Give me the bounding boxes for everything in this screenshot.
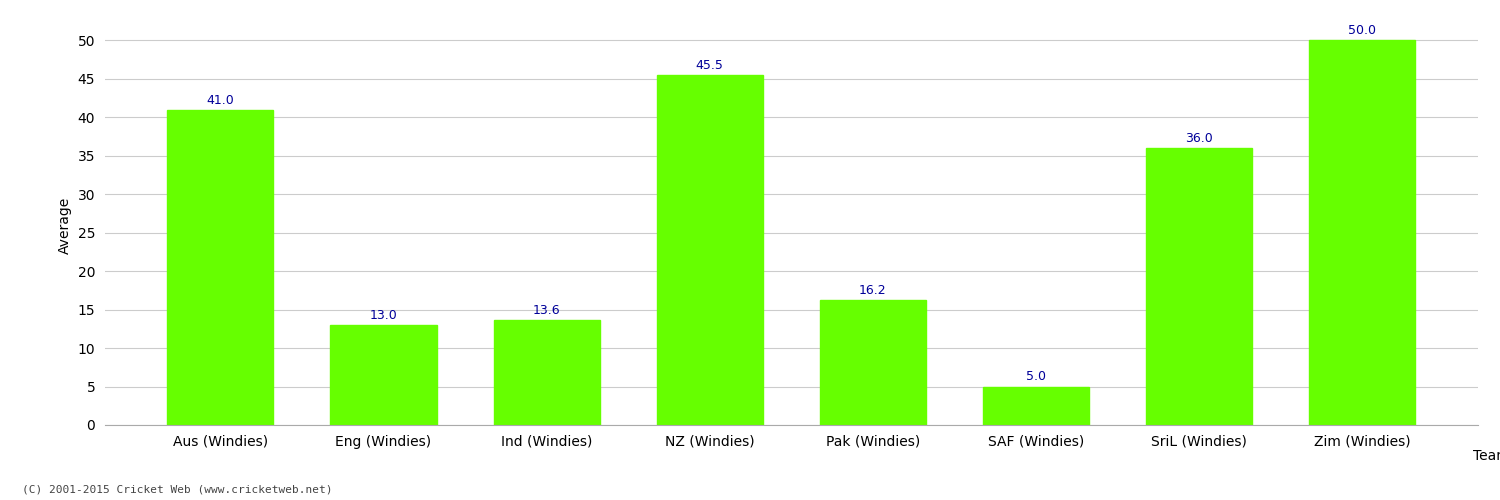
Text: 16.2: 16.2 (859, 284, 886, 298)
Bar (982, 386, 1089, 425)
Bar (657, 75, 762, 425)
Bar (330, 325, 436, 425)
Text: 5.0: 5.0 (1026, 370, 1045, 384)
Y-axis label: Average: Average (58, 196, 72, 254)
X-axis label: Team: Team (1473, 449, 1500, 463)
Text: 13.6: 13.6 (532, 304, 561, 318)
Text: 36.0: 36.0 (1185, 132, 1214, 145)
Text: (C) 2001-2015 Cricket Web (www.cricketweb.net): (C) 2001-2015 Cricket Web (www.cricketwe… (22, 485, 333, 495)
Bar (1146, 148, 1252, 425)
Bar (1310, 40, 1414, 425)
Bar (494, 320, 600, 425)
Bar (821, 300, 926, 425)
Bar (168, 110, 273, 425)
Text: 41.0: 41.0 (207, 94, 234, 106)
Text: 50.0: 50.0 (1348, 24, 1376, 38)
Text: 45.5: 45.5 (696, 59, 723, 72)
Text: 13.0: 13.0 (369, 309, 398, 322)
